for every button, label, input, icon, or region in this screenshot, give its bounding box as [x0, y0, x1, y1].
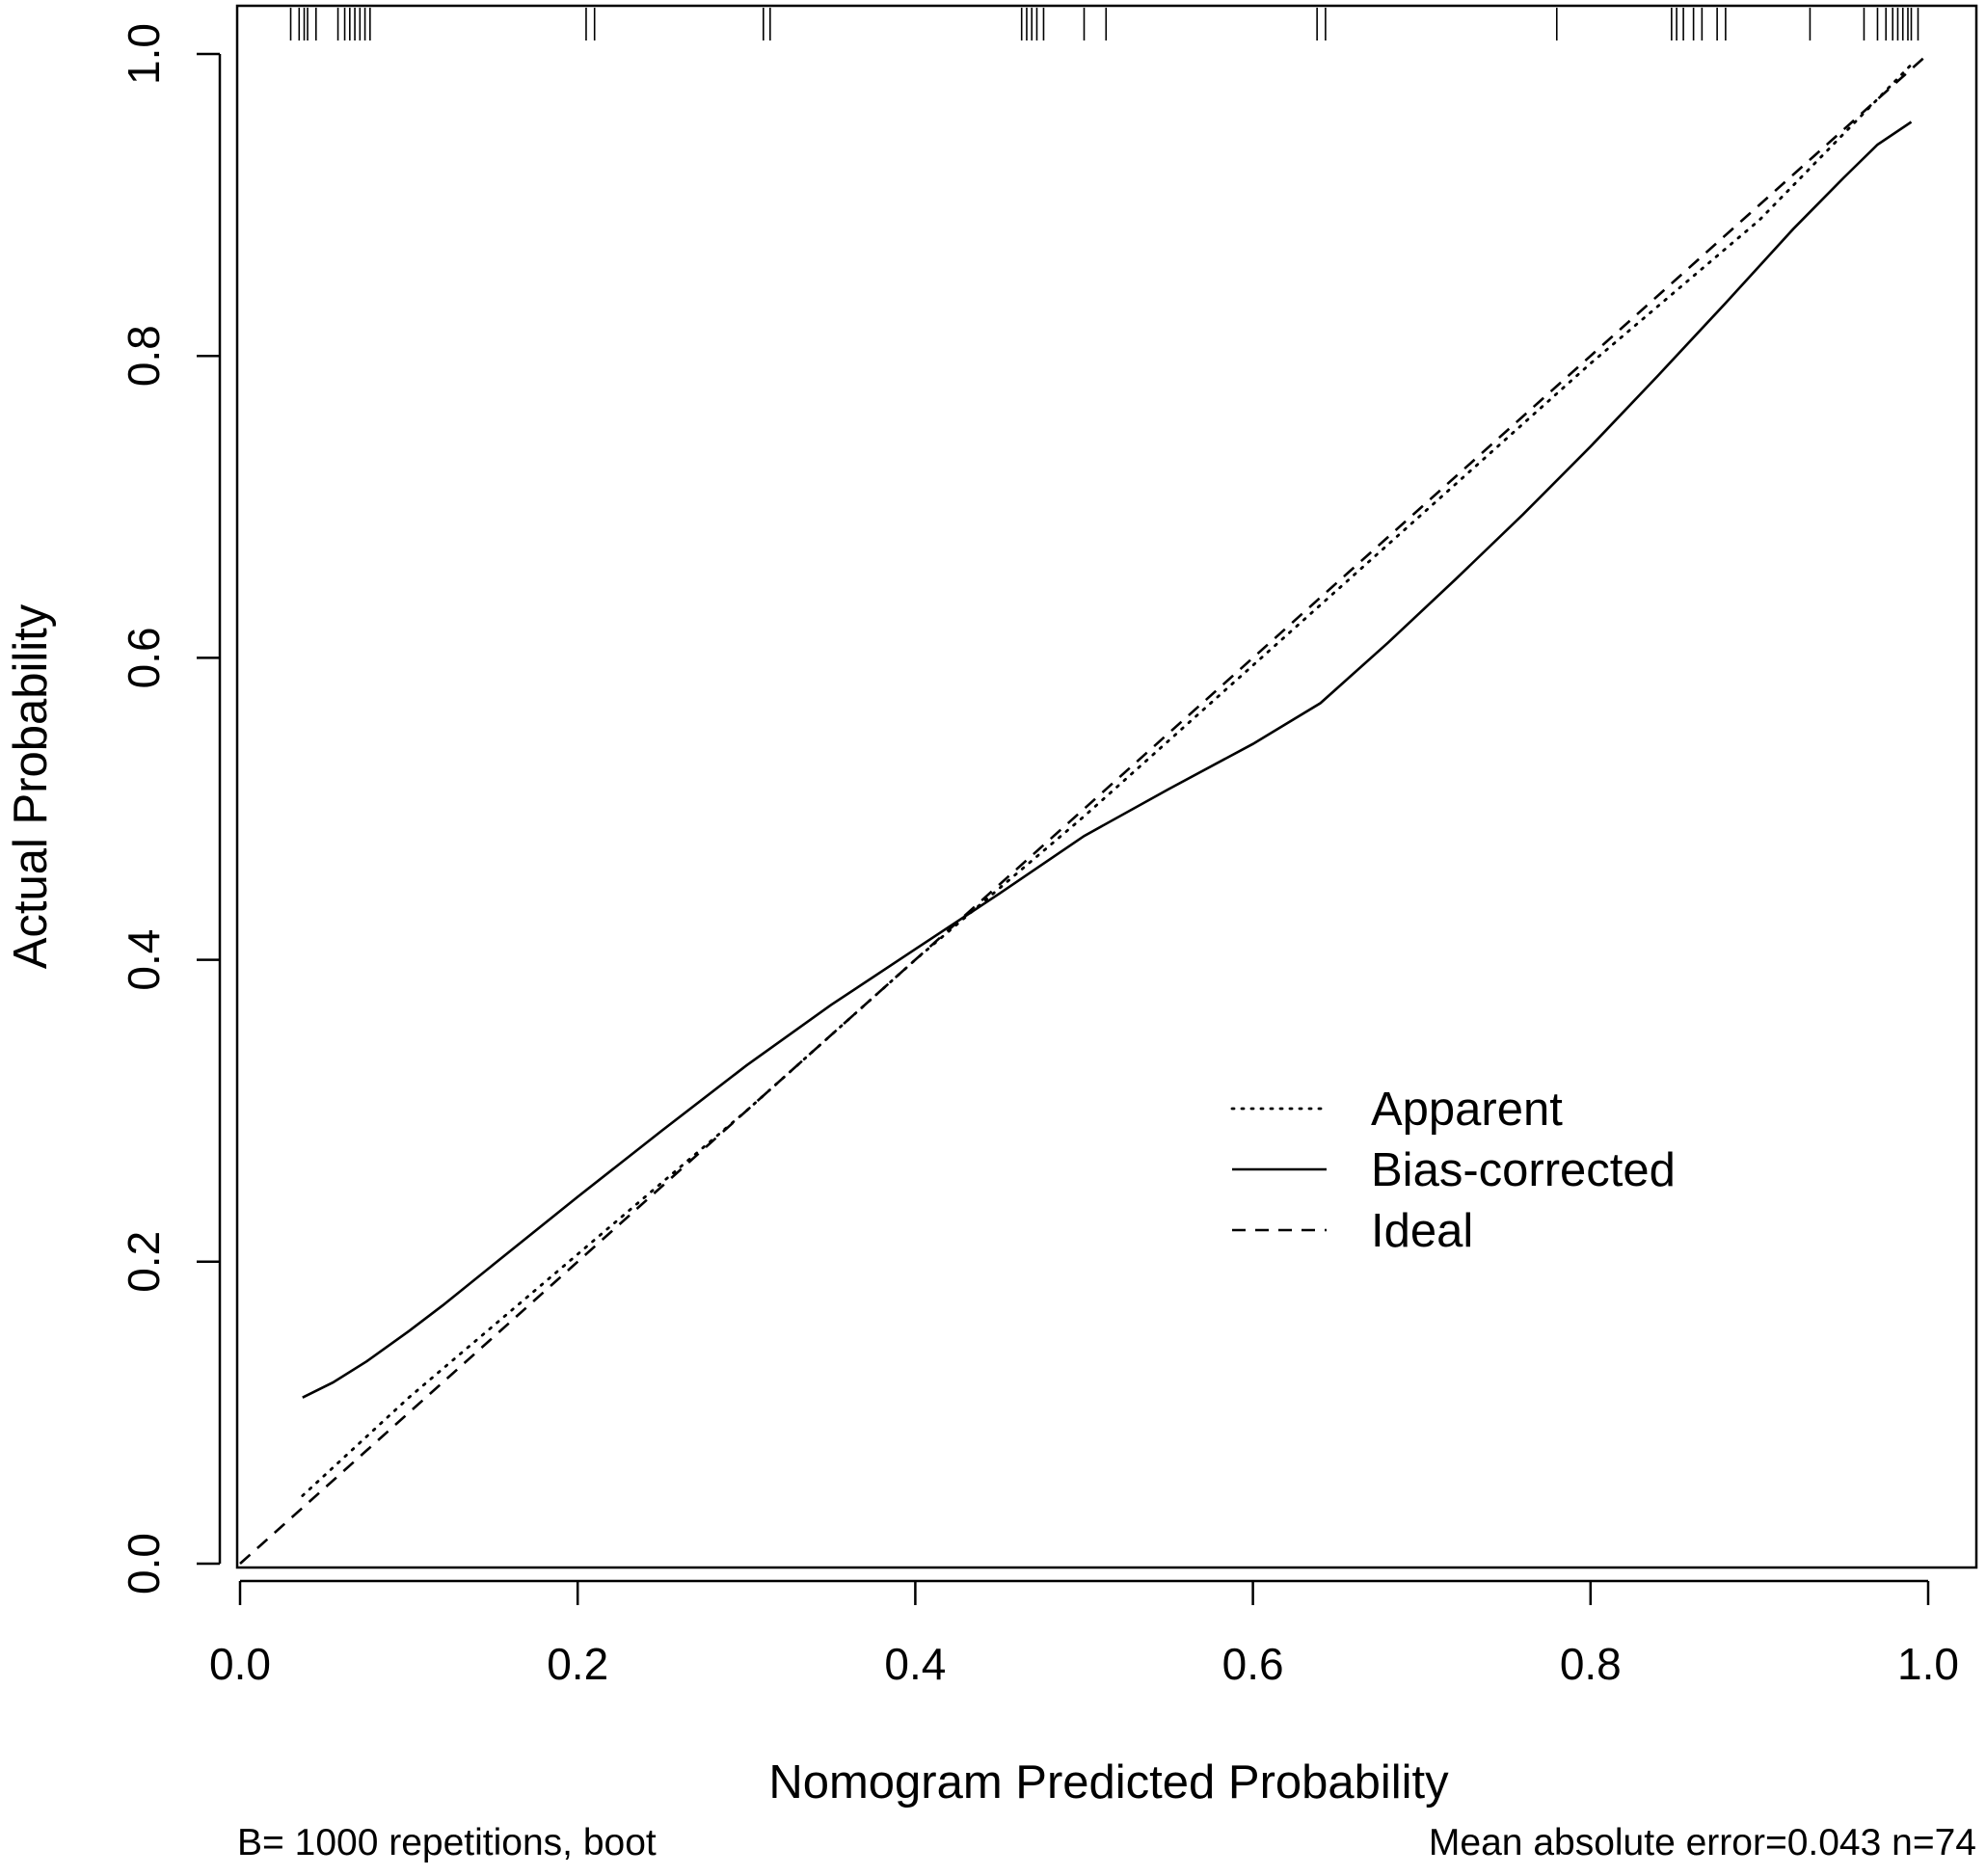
legend-label-apparent: Apparent [1371, 1084, 1563, 1136]
axes: 0.0 0.2 0.4 0.6 0.8 1.0 0.0 0.2 0.4 0.6 0.8 1.0 [119, 23, 1959, 1689]
x-axis-title: Nomogram Predicted Probability [768, 1756, 1449, 1809]
rug-marks [289, 8, 1919, 40]
series-line-bias-corrected [302, 121, 1913, 1399]
x-tick-label: 0.0 [209, 1639, 271, 1689]
y-axis-title: Actual Probability [5, 603, 57, 969]
x-tick-label: 1.0 [1897, 1639, 1959, 1689]
legend-label-bias-corrected: Bias-corrected [1371, 1144, 1676, 1196]
series-line-apparent [301, 63, 1913, 1497]
x-tick-label: 0.2 [547, 1639, 608, 1689]
footnote-right: Mean absolute error=0.043 n=74 [1429, 1822, 1976, 1863]
legend: Apparent Bias-corrected Ideal [1230, 1084, 1676, 1257]
y-tick-label: 1.0 [119, 23, 169, 85]
y-tick-label: 0.4 [119, 929, 169, 991]
x-tick-label: 0.4 [884, 1639, 946, 1689]
x-tick-label: 0.8 [1560, 1639, 1622, 1689]
y-tick-label: 0.8 [119, 325, 169, 387]
footnote-left: B= 1000 repetitions, boot [237, 1822, 657, 1863]
legend-label-ideal: Ideal [1371, 1205, 1473, 1257]
series-lines [239, 53, 1929, 1565]
x-tick-label: 0.6 [1222, 1639, 1284, 1689]
plot-frame [235, 4, 1978, 1569]
y-tick-label: 0.2 [119, 1231, 169, 1293]
y-tick-label: 0.0 [119, 1533, 169, 1595]
y-tick-label: 0.6 [119, 627, 169, 688]
series-line-ideal [239, 53, 1929, 1565]
